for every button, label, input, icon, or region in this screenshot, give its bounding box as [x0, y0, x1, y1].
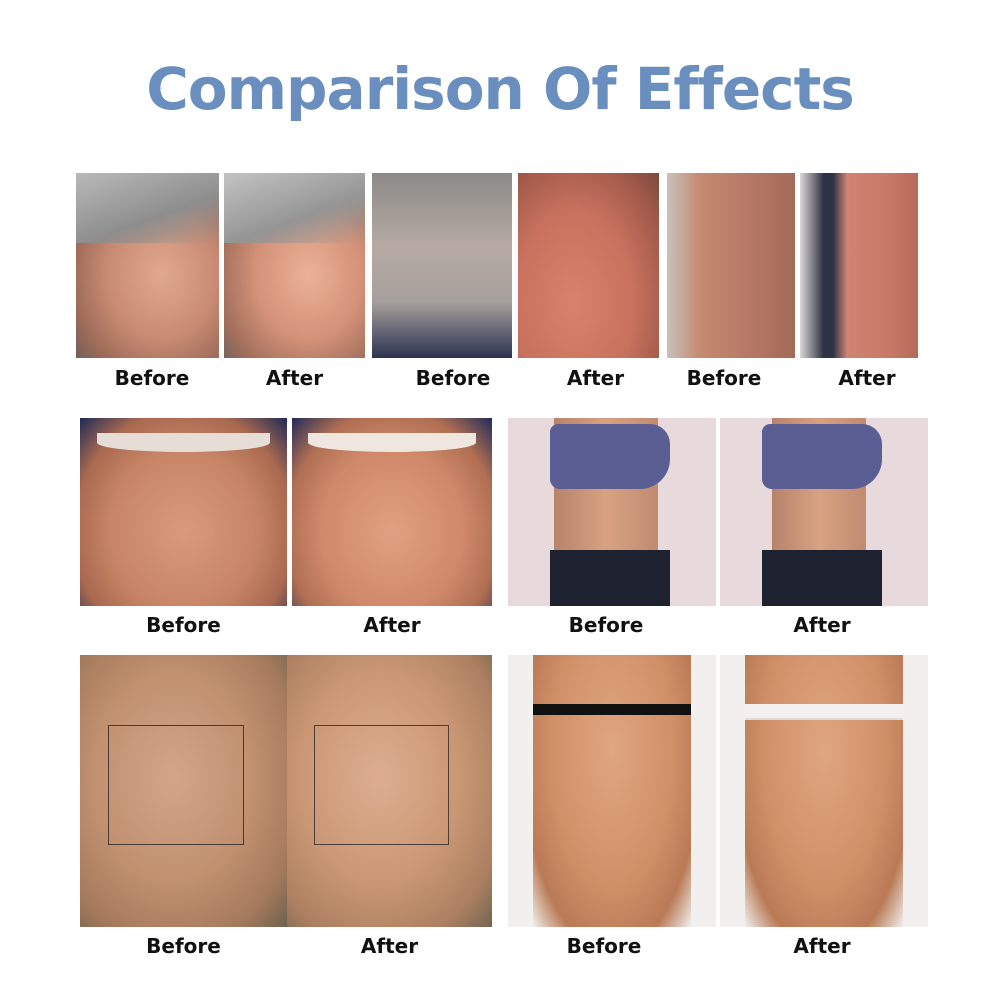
- arm-before-photo: [667, 173, 795, 358]
- buttocks-after-photo: [292, 418, 492, 606]
- after-label: After: [838, 366, 896, 390]
- waist-before-photo: [508, 418, 716, 606]
- before-label: Before: [415, 366, 491, 390]
- arm-after-photo: [800, 173, 918, 358]
- after-label: After: [793, 613, 851, 637]
- after-label: After: [265, 366, 324, 390]
- face-after-photo: [224, 173, 365, 358]
- page-title: Comparison Of Effects: [146, 55, 855, 123]
- buttocks-legs-before-photo: [508, 655, 716, 927]
- before-label: Before: [686, 366, 762, 390]
- after-label: After: [363, 613, 421, 637]
- before-label: Before: [146, 613, 221, 637]
- face-before-photo: [76, 173, 219, 358]
- thigh-before-photo: [80, 655, 287, 927]
- buttocks-legs-after-photo: [720, 655, 928, 927]
- after-label: After: [566, 366, 625, 390]
- neck-after-photo: [518, 173, 659, 358]
- before-label: Before: [568, 613, 644, 637]
- before-label: Before: [566, 934, 642, 958]
- buttocks-before-photo: [80, 418, 287, 606]
- after-label: After: [360, 934, 419, 958]
- before-label: Before: [146, 934, 221, 958]
- waist-after-photo: [720, 418, 928, 606]
- before-label: Before: [114, 366, 190, 390]
- after-label: After: [793, 934, 851, 958]
- neck-before-photo: [372, 173, 512, 358]
- thigh-after-photo: [287, 655, 492, 927]
